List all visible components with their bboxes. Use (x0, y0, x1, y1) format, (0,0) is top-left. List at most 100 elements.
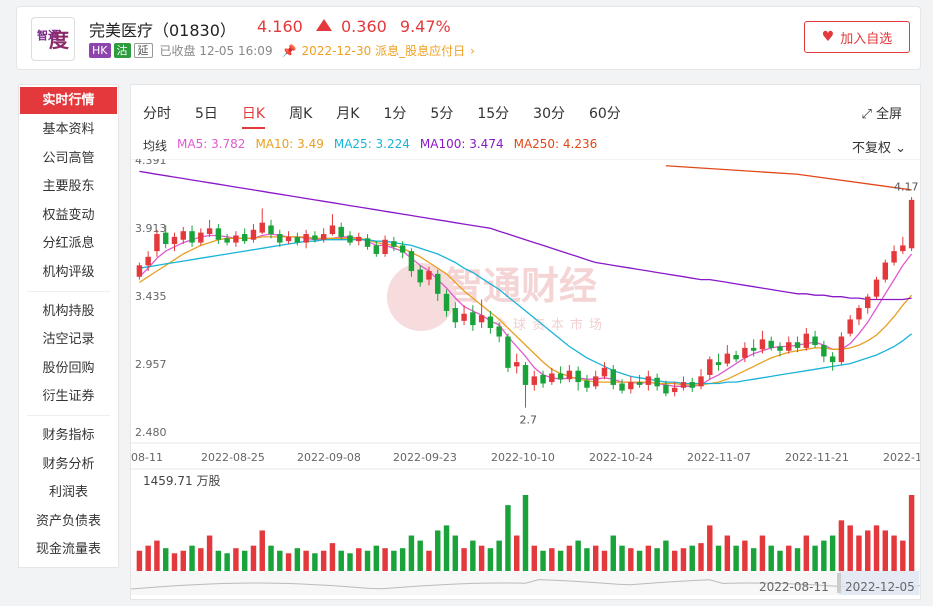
chevron-right-icon[interactable]: › (470, 43, 475, 58)
volume-bar (215, 550, 222, 571)
candle-body (461, 313, 467, 321)
volume-bar (689, 545, 695, 571)
add-watchlist-label: 加入自选 (840, 31, 893, 47)
ma-line-ma5 (138, 233, 913, 387)
candle-body (882, 262, 889, 280)
volume-bar (540, 550, 546, 571)
ma-line-ma250 (665, 165, 912, 191)
volume-bar (189, 545, 195, 571)
stock-name: 完美医疗（01830） (89, 21, 236, 40)
x-tick-label: 2022-1 (883, 451, 920, 464)
candle-body (671, 387, 678, 393)
sidebar-item-13[interactable]: 利润表 (48, 485, 88, 501)
volume-bar (250, 545, 257, 571)
sidebar-divider (27, 414, 110, 422)
volume-bar (531, 545, 537, 571)
sidebar-item-1[interactable]: 基本资料 (42, 122, 95, 137)
sidebar-item-5[interactable]: 分红派息 (42, 236, 95, 252)
volume-bar (724, 535, 731, 571)
volume-bar (663, 540, 669, 571)
sidebar-item-4[interactable]: 权益变动 (42, 207, 95, 223)
stock-header: 智通 度 完美医疗（01830） 4.160 0.360 9.47% HK 沽 … (16, 6, 921, 70)
arrow-up-icon (315, 19, 332, 31)
x-tick-label: 08-11 (131, 451, 163, 464)
sidebar-item-6[interactable]: 机构评级 (42, 264, 95, 280)
candle-body (250, 229, 257, 240)
volume-bar (435, 530, 441, 571)
sidebar-item-15[interactable]: 现金流量表 (35, 542, 101, 558)
volume-bar (347, 553, 353, 571)
tab-period-1[interactable]: 5日 (195, 106, 218, 122)
volume-bar (566, 545, 573, 571)
tab-period-8[interactable]: 30分 (533, 106, 565, 122)
sidebar-item-2[interactable]: 公司高管 (42, 150, 95, 166)
candle-body (900, 245, 906, 252)
volume-bar (303, 550, 309, 571)
heart-icon: ♥ (821, 29, 835, 45)
sidebar-item-9[interactable]: 股份回购 (42, 360, 95, 376)
candle-body (382, 239, 388, 254)
tab-period-7[interactable]: 15分 (477, 106, 510, 122)
tab-period-5[interactable]: 1分 (383, 106, 407, 122)
sidebar-divider (27, 290, 110, 298)
sidebar-nav: 实时行情基本资料公司高管主要股东权益变动分红派息机构评级机构持股沽空记录股份回购… (18, 84, 119, 568)
volume-bar (619, 545, 625, 571)
tab-period-2[interactable]: 日K (241, 103, 266, 129)
tab-period-3[interactable]: 周K (289, 106, 313, 122)
volume-bar (443, 525, 450, 571)
volume-bar (487, 548, 494, 571)
candle-body (522, 364, 529, 385)
fullscreen-button[interactable]: ⤢ 全屏 (861, 103, 902, 122)
candle-body (408, 251, 415, 272)
volume-bar (136, 550, 143, 571)
volume-bar (592, 545, 599, 571)
ma-legend-ma100: MA100: 3.474 (419, 137, 504, 151)
volume-bar (373, 545, 380, 571)
volume-bar (320, 550, 327, 571)
candle-body (171, 236, 178, 245)
volume-bar (645, 545, 652, 571)
candle-body (786, 342, 792, 351)
candle-body (356, 236, 362, 242)
candle-body (154, 234, 160, 252)
candle-body (215, 228, 222, 240)
sidebar-item-10[interactable]: 衍生证券 (42, 389, 95, 405)
volume-bar (575, 540, 581, 571)
volume-bar (777, 550, 783, 571)
candle-body (610, 369, 616, 385)
sidebar-item-12[interactable]: 财务分析 (42, 456, 95, 472)
volume-bar (382, 548, 388, 571)
sidebar-item-3[interactable]: 主要股东 (42, 179, 95, 195)
candle-body (636, 382, 643, 385)
volume-bar (865, 530, 871, 571)
candle-body (505, 336, 511, 368)
dividend-notice-link[interactable]: 2022-12-30 派息_股息应付日 (301, 44, 466, 58)
candle-body (373, 245, 380, 254)
sidebar-item-14[interactable]: 资产负债表 (35, 513, 101, 529)
candle-body (821, 345, 827, 357)
x-tick-label: 2022-10-10 (491, 451, 555, 464)
tab-period-9[interactable]: 60分 (588, 106, 621, 122)
volume-bar (294, 548, 301, 571)
volume-bar (364, 550, 371, 571)
candle-body (856, 308, 862, 320)
stock-tags: HK 沽 延 已收盘 12-05 16:09 📌 2022-12-30 派息_股… (89, 42, 475, 59)
candle-body (557, 373, 564, 380)
tab-period-0[interactable]: 分时 (143, 106, 171, 122)
candle-body (452, 308, 459, 323)
sidebar-item-8[interactable]: 沽空记录 (42, 332, 95, 348)
volume-bar (329, 543, 336, 571)
volume-bar (549, 548, 555, 571)
tab-period-4[interactable]: 月K (336, 106, 360, 122)
sidebar-item-11[interactable]: 财务指标 (42, 427, 95, 443)
sidebar-item-0[interactable]: 实时行情 (20, 87, 117, 114)
add-watchlist-button[interactable]: ♥ 加入自选 (804, 21, 910, 53)
high-annotation: 4.17 (894, 180, 919, 193)
candle-body (478, 315, 485, 323)
adjust-dropdown[interactable]: 不复权 ⌄ (852, 137, 906, 156)
sidebar-item-7[interactable]: 机构持股 (42, 303, 95, 319)
tab-period-6[interactable]: 5分 (430, 106, 454, 122)
y-tick-label: 4.391 (135, 159, 167, 167)
volume-bar (452, 535, 459, 571)
